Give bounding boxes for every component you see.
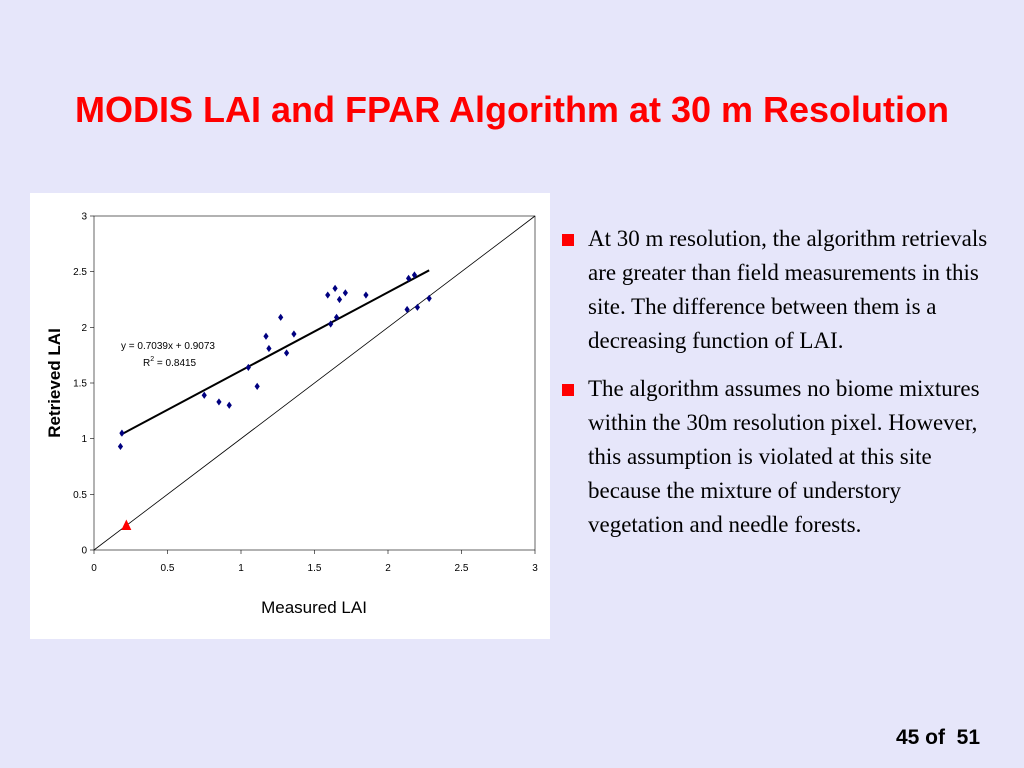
r2-label: R — [143, 358, 150, 369]
y-tick-label: 0.5 — [73, 490, 87, 501]
page-number: 45 of 51 — [895, 726, 980, 749]
data-point-diamond — [226, 401, 232, 409]
scatter-chart: 0 0.5 1 1.5 2 2.5 3 0 0.5 1 1.5 2 2.5 3 y = 0.7039x … — [45, 212, 538, 618]
data-point-diamond — [426, 294, 432, 302]
bullet-list: At 30 m resolution, the algorithm retrie… — [562, 222, 1002, 556]
bullet-text-2: The algorithm assumes no biome mixtures … — [588, 376, 980, 537]
data-point-diamond — [328, 320, 334, 328]
data-point-diamond — [342, 289, 348, 297]
scatter-chart-panel: 0 0.5 1 1.5 2 2.5 3 0 0.5 1 1.5 2 2.5 3 y = 0.7039x … — [30, 193, 550, 639]
bullet-item-2: The algorithm assumes no biome mixtures … — [562, 372, 1002, 542]
x-tick-label: 1.5 — [308, 563, 322, 574]
y-tick-label: 1 — [81, 434, 87, 445]
x-tick-label: 1 — [238, 563, 244, 574]
trendline-r2: R2 = 0.8415 — [143, 356, 197, 369]
r2-value: = 0.8415 — [154, 358, 196, 369]
y-tick-label: 3 — [81, 212, 87, 223]
y-tick-label: 0 — [81, 546, 87, 557]
x-tick-label: 0 — [91, 563, 97, 574]
r2-superscript: 2 — [150, 356, 154, 363]
bullet-square-icon — [562, 384, 574, 396]
trendline-equation: y = 0.7039x + 0.9073 — [121, 341, 215, 352]
data-point-diamond — [414, 303, 420, 311]
x-tick-label: 2.5 — [455, 563, 469, 574]
y-axis-label: Retrieved LAI — [45, 328, 64, 438]
bullet-item-1: At 30 m resolution, the algorithm retrie… — [562, 222, 1002, 358]
trendline — [119, 269, 430, 436]
x-tick-label: 0.5 — [161, 563, 175, 574]
data-point-diamond — [283, 349, 290, 357]
x-axis-ticks: 0 0.5 1 1.5 2 2.5 3 — [91, 550, 538, 574]
data-point-triangle — [121, 519, 132, 531]
x-axis-label: Measured LAI — [261, 598, 367, 617]
y-tick-label: 1.5 — [73, 379, 87, 390]
y-tick-label: 2 — [81, 323, 87, 334]
data-point-diamond — [263, 332, 269, 340]
bullet-square-icon — [562, 234, 574, 246]
slide-title: MODIS LAI and FPAR Algorithm at 30 m Res… — [74, 89, 950, 130]
reference-line-layer — [93, 215, 536, 551]
data-point-diamond — [245, 363, 251, 372]
data-point-diamond — [336, 295, 343, 304]
y-tick-label: 2.5 — [73, 267, 87, 278]
y-axis-ticks: 0 0.5 1 1.5 2 2.5 3 — [73, 212, 94, 557]
bullet-text-1: At 30 m resolution, the algorithm retrie… — [588, 226, 988, 353]
x-tick-label: 2 — [385, 563, 391, 574]
x-tick-label: 3 — [532, 563, 538, 574]
one-to-one-line — [93, 215, 536, 551]
data-point-diamond — [332, 284, 338, 292]
data-point-diamond — [411, 271, 418, 279]
trendline-layer — [119, 269, 430, 436]
